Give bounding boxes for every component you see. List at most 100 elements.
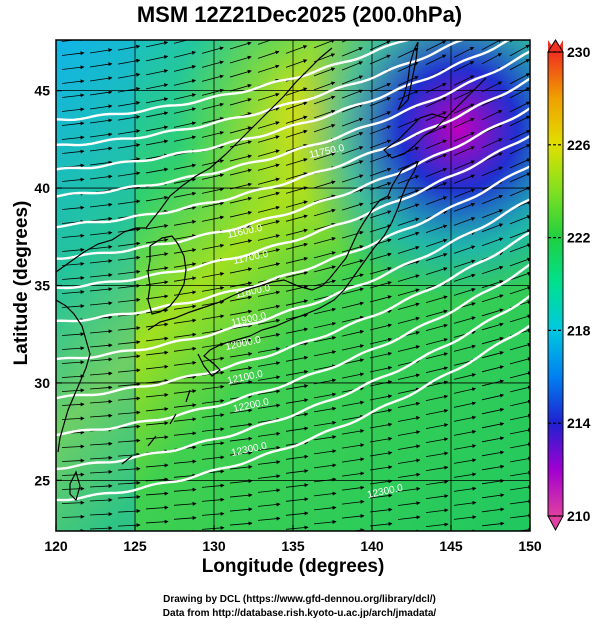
wind-arrow [89, 483, 113, 488]
wind-arrow [482, 552, 504, 554]
wind-arrow [173, 191, 197, 198]
wind-arrow [229, 436, 253, 442]
wind-vectors [61, 0, 557, 621]
wind-arrow [89, 329, 113, 334]
wind-arrow [426, 581, 448, 583]
wind-arrow [145, 195, 169, 202]
wind-arrow [369, 167, 392, 177]
wind-arrow [509, 414, 530, 421]
wind-arrow [509, 101, 530, 113]
wind-arrow [313, 208, 336, 217]
wind-arrow [313, 449, 337, 455]
wind-arrow [89, 146, 113, 152]
wind-arrow [146, 620, 168, 621]
wind-arrow [341, 131, 364, 141]
wind-arrow [481, 464, 505, 471]
wind-arrow [229, 507, 253, 512]
wind-arrow [89, 371, 113, 376]
wind-arrow [341, 259, 364, 267]
wind-arrow [425, 83, 447, 93]
wind-arrow [117, 326, 141, 331]
colorbar-label: 230 [567, 44, 591, 60]
wind-arrow [397, 175, 420, 184]
wind-arrow [425, 380, 449, 388]
wind-arrow [397, 146, 420, 156]
wind-arrow [61, 135, 85, 140]
wind-arrow [146, 0, 167, 5]
wind-arrow [509, 371, 530, 379]
wind-arrow [229, 422, 253, 428]
wind-arrow [258, 561, 280, 563]
wind-arrow [117, 382, 141, 387]
wind-arrow [313, 194, 336, 203]
wind-arrow [397, 245, 420, 254]
wind-arrow [453, 188, 476, 198]
wind-arrow [313, 364, 337, 371]
wind-arrow [258, 575, 280, 576]
wind-arrow [118, 567, 140, 568]
wind-arrow [481, 124, 503, 135]
wind-arrow [202, 570, 224, 571]
wind-arrow [117, 297, 141, 303]
wind-arrow [90, 21, 112, 25]
wind-arrow [89, 259, 113, 264]
wind-arrow [482, 25, 501, 36]
wind-arrow [481, 294, 504, 303]
wind-arrow [174, 588, 196, 589]
wind-arrow [258, 0, 279, 2]
wind-arrow [453, 217, 476, 226]
wind-arrow [229, 69, 252, 78]
wind-arrow [257, 135, 280, 143]
wind-arrow [425, 451, 449, 458]
wind-arrow [230, 0, 251, 7]
wind-arrow [145, 378, 169, 384]
wind-arrow [425, 196, 448, 206]
wind-arrow [453, 273, 476, 282]
wind-arrow [453, 259, 476, 268]
wind-arrow [369, 521, 393, 527]
wind-arrow [145, 477, 169, 482]
wind-arrow [258, 617, 280, 618]
wind-arrow [397, 458, 421, 464]
wind-arrow [61, 205, 85, 210]
wind-arrow [285, 256, 309, 264]
wind-arrow [229, 309, 253, 316]
wind-arrow [341, 287, 364, 295]
wind-arrow [341, 429, 365, 435]
wind-arrow [313, 378, 337, 385]
wind-arrow [509, 442, 530, 449]
wind-arrow [370, 566, 392, 568]
wind-arrow [117, 241, 141, 247]
page-title: MSM 12Z21Dec2025 (200.0hPa) [136, 2, 463, 27]
wind-arrow [453, 117, 475, 128]
wind-arrow [61, 402, 85, 407]
wind-arrow [61, 514, 85, 519]
wind-arrow [201, 201, 225, 208]
ryukyu-islands [121, 389, 191, 465]
wind-arrow [481, 436, 505, 443]
height-contours: 11750.011600.011700.011800.011900.012000… [56, 40, 530, 502]
wind-arrow [89, 216, 113, 222]
wind-arrow [538, 8, 557, 19]
wind-arrow [341, 89, 364, 99]
wind-arrow [258, 9, 279, 16]
wind-arrow [341, 358, 365, 365]
wind-arrow [285, 398, 309, 404]
wind-arrow [117, 410, 141, 415]
wind-arrow [62, 601, 84, 602]
wind-arrow [201, 455, 225, 460]
wind-arrow [341, 514, 365, 519]
wind-arrow [453, 61, 475, 72]
wind-arrow [257, 488, 281, 493]
y-axis-ticks: 25 30 35 40 45 [34, 83, 62, 488]
height-contour-line [56, 40, 412, 122]
wind-arrow [145, 350, 169, 356]
colorbar-body [547, 51, 564, 517]
wind-arrow [201, 131, 225, 138]
wind-arrow [509, 44, 530, 57]
wind-arrow [313, 237, 336, 245]
x-axis-ticks: 120 125 130 135 140 145 150 [44, 525, 542, 554]
wind-arrow [369, 281, 392, 289]
wind-arrow [453, 160, 475, 170]
wind-arrow [229, 323, 253, 330]
